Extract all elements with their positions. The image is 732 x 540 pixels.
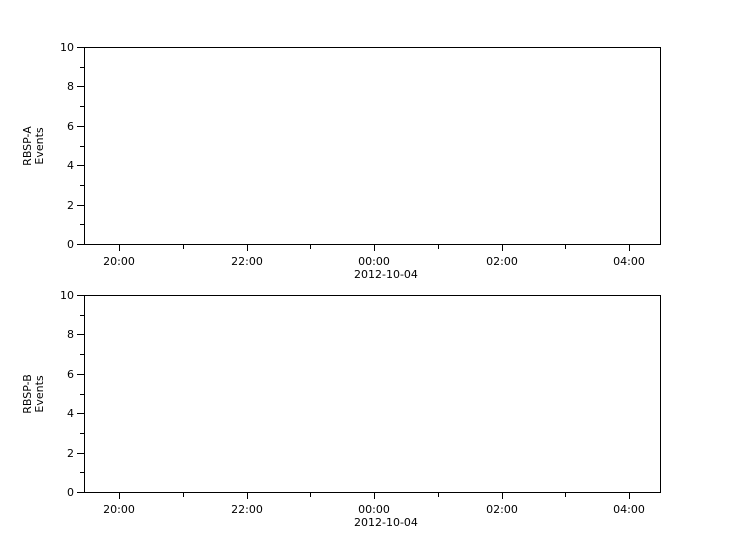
x-date-label: 2012-10-04	[354, 516, 418, 529]
y-minor-tick	[80, 315, 84, 316]
y-major-tick	[77, 453, 84, 454]
y-axis-label-rbsp-a: RBSP-A Events	[21, 126, 46, 166]
x-tick-label: 02:00	[486, 255, 518, 268]
x-tick-label: 22:00	[231, 503, 263, 516]
x-major-tick	[119, 493, 120, 499]
y-axis-label-line-1: RBSP-B	[21, 374, 34, 414]
x-minor-tick	[438, 493, 439, 497]
x-minor-tick	[183, 493, 184, 497]
x-tick-label: 04:00	[613, 255, 645, 268]
y-tick-label: 10	[60, 289, 74, 302]
plot-area-rbsp-a	[84, 47, 661, 245]
y-major-tick	[77, 374, 84, 375]
x-major-tick	[374, 493, 375, 499]
y-tick-label: 6	[67, 368, 74, 381]
x-tick-label: 04:00	[613, 503, 645, 516]
y-minor-tick	[80, 394, 84, 395]
y-minor-tick	[80, 433, 84, 434]
y-tick-label: 0	[67, 486, 74, 499]
y-tick-label: 8	[67, 328, 74, 341]
y-tick-label: 4	[67, 407, 74, 420]
y-major-tick	[77, 413, 84, 414]
y-axis-label-rbsp-b: RBSP-B Events	[21, 374, 46, 414]
y-minor-tick	[80, 185, 84, 186]
y-tick-label: 6	[67, 120, 74, 133]
x-tick-label: 00:00	[358, 503, 390, 516]
y-tick-label: 4	[67, 159, 74, 172]
y-minor-tick	[80, 354, 84, 355]
x-date-label: 2012-10-04	[354, 268, 418, 281]
y-major-tick	[77, 205, 84, 206]
y-tick-label: 10	[60, 41, 74, 54]
y-major-tick	[77, 295, 84, 296]
x-major-tick	[119, 245, 120, 251]
x-tick-label: 02:00	[486, 503, 518, 516]
y-major-tick	[77, 334, 84, 335]
x-major-tick	[247, 493, 248, 499]
y-major-tick	[77, 492, 84, 493]
x-major-tick	[502, 493, 503, 499]
y-tick-label: 2	[67, 199, 74, 212]
x-tick-label: 00:00	[358, 255, 390, 268]
plot-area-rbsp-b	[84, 295, 661, 493]
x-major-tick	[629, 245, 630, 251]
x-tick-label: 22:00	[231, 255, 263, 268]
y-major-tick	[77, 165, 84, 166]
x-tick-label: 20:00	[103, 255, 135, 268]
y-tick-label: 2	[67, 447, 74, 460]
x-major-tick	[629, 493, 630, 499]
x-minor-tick	[565, 245, 566, 249]
x-major-tick	[502, 245, 503, 251]
y-tick-label: 8	[67, 80, 74, 93]
x-minor-tick	[565, 493, 566, 497]
x-minor-tick	[183, 245, 184, 249]
y-axis-label-line-2: Events	[33, 127, 46, 165]
y-major-tick	[77, 244, 84, 245]
y-minor-tick	[80, 106, 84, 107]
y-major-tick	[77, 126, 84, 127]
x-tick-label: 20:00	[103, 503, 135, 516]
y-tick-label: 0	[67, 238, 74, 251]
y-major-tick	[77, 86, 84, 87]
y-major-tick	[77, 47, 84, 48]
y-minor-tick	[80, 472, 84, 473]
x-major-tick	[374, 245, 375, 251]
x-minor-tick	[310, 245, 311, 249]
x-minor-tick	[438, 245, 439, 249]
y-minor-tick	[80, 67, 84, 68]
x-major-tick	[247, 245, 248, 251]
x-minor-tick	[310, 493, 311, 497]
y-axis-label-line-1: RBSP-A	[21, 126, 34, 166]
y-minor-tick	[80, 224, 84, 225]
y-axis-label-line-2: Events	[33, 375, 46, 413]
y-minor-tick	[80, 146, 84, 147]
